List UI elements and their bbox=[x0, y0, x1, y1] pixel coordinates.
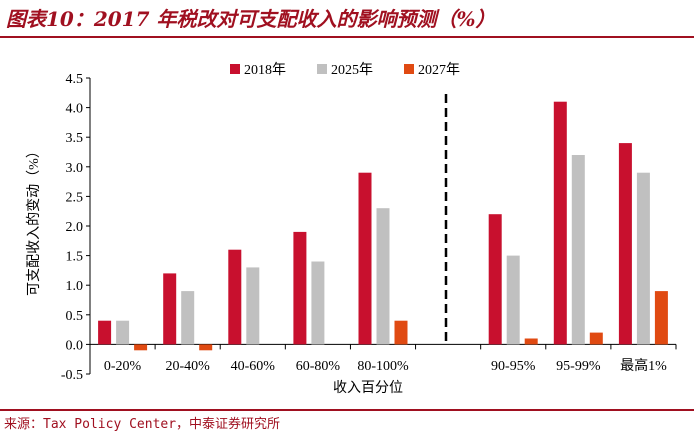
y-tick-label: 4.5 bbox=[66, 72, 84, 87]
y-tick-label: 3.5 bbox=[66, 131, 84, 146]
bar-2025年-90-95% bbox=[506, 255, 520, 345]
bar-2018年-40-60% bbox=[228, 249, 242, 345]
legend-swatch-2018年 bbox=[230, 64, 240, 74]
legend: 2018年 2025年 2027年 bbox=[230, 62, 460, 78]
x-tick-label: 60-80% bbox=[296, 359, 341, 374]
y-tick-label: 1.5 bbox=[66, 250, 84, 265]
footer-divider bbox=[0, 409, 694, 411]
x-tick-label: 80-100% bbox=[357, 359, 409, 374]
bar-2027年-80-100% bbox=[394, 320, 408, 345]
bar-2025年-80-100% bbox=[376, 208, 390, 345]
y-tick-label: 2.5 bbox=[66, 190, 84, 205]
legend-label-2027年: 2027年 bbox=[418, 62, 460, 78]
bar-2018年-90-95% bbox=[488, 214, 502, 345]
legend-label-2025年: 2025年 bbox=[331, 62, 373, 78]
bar-2018年-80-100% bbox=[358, 172, 372, 345]
tick-labels: 4.5 4.0 3.5 3.0 2.5 2.0 1.5 1.0 0.5 0.0 -0.5 0-20% 2… bbox=[61, 72, 667, 383]
x-tick-label: 0-20% bbox=[104, 359, 142, 374]
legend-swatch-2027年 bbox=[404, 64, 414, 74]
bar-2027年-最高1% bbox=[654, 291, 668, 345]
y-tick-label: 4.0 bbox=[66, 102, 84, 117]
y-tick-label: 1.0 bbox=[66, 279, 84, 294]
bar-2018年-0-20% bbox=[98, 320, 112, 345]
legend-swatch-2025年 bbox=[317, 64, 327, 74]
bar-2027年-20-40% bbox=[199, 344, 213, 351]
bar-2027年-95-99% bbox=[589, 332, 603, 345]
bar-2025年-0-20% bbox=[116, 320, 130, 345]
y-tick-label: 3.0 bbox=[66, 161, 84, 176]
y-axis-label: 可支配收入的变动（%） bbox=[26, 144, 42, 296]
source-note: 来源：Tax Policy Center，中泰证券研究所 bbox=[4, 417, 281, 432]
x-tick-label: 90-95% bbox=[491, 359, 536, 374]
x-tick-label: 最高1% bbox=[620, 357, 667, 374]
bar-2025年-60-80% bbox=[311, 261, 325, 345]
chart-title: 图表10：2017 年税改对可支配收入的影响预测（%） bbox=[6, 7, 496, 31]
x-axis-label: 收入百分位 bbox=[333, 380, 403, 396]
y-tick-label: 0.5 bbox=[66, 309, 84, 324]
bar-2027年-0-20% bbox=[134, 344, 148, 351]
bar-2018年-最高1% bbox=[618, 143, 632, 345]
y-tick-label: 2.0 bbox=[66, 220, 84, 235]
bar-2018年-95-99% bbox=[553, 101, 567, 345]
title-divider bbox=[0, 36, 694, 38]
bar-2025年-20-40% bbox=[181, 291, 195, 345]
bar-2018年-20-40% bbox=[163, 273, 177, 345]
bar-2027年-90-95% bbox=[524, 338, 538, 345]
x-tick-label: 20-40% bbox=[166, 359, 211, 374]
bar-2025年-40-60% bbox=[246, 267, 260, 345]
y-tick-label: 0.0 bbox=[66, 338, 84, 353]
legend-label-2018年: 2018年 bbox=[244, 62, 286, 78]
x-tick-label: 95-99% bbox=[556, 359, 601, 374]
bars bbox=[98, 101, 668, 351]
y-tick-label: -0.5 bbox=[61, 368, 83, 383]
bar-2025年-95-99% bbox=[571, 155, 585, 345]
bar-2025年-最高1% bbox=[636, 172, 650, 345]
bar-2018年-60-80% bbox=[293, 231, 307, 345]
x-tick-label: 40-60% bbox=[231, 359, 276, 374]
